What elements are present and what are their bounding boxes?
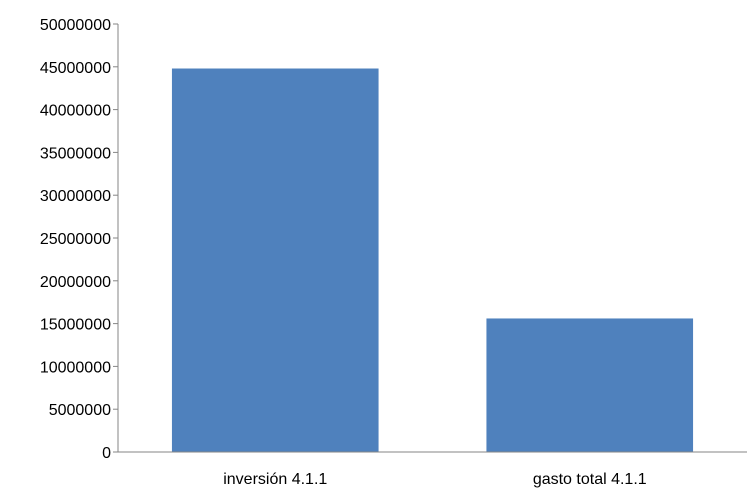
y-tick-label: 25000000 <box>40 231 111 248</box>
y-tick-label: 50000000 <box>40 17 111 34</box>
y-tick-label: 20000000 <box>40 274 111 291</box>
x-category-label: gasto total 4.1.1 <box>533 471 647 488</box>
y-tick-label: 30000000 <box>40 188 111 205</box>
y-tick-label: 35000000 <box>40 145 111 162</box>
y-tick-label: 40000000 <box>40 103 111 120</box>
y-tick-label: 0 <box>102 445 111 462</box>
bars <box>171 68 694 453</box>
y-tick-label: 15000000 <box>40 317 111 334</box>
y-axis-ticks: 0 5000000 10000000 15000000 20000000 25000000… <box>40 17 118 462</box>
bar <box>486 318 694 452</box>
y-tick-label: 10000000 <box>40 359 111 376</box>
bar <box>171 68 379 453</box>
y-tick-label: 5000000 <box>49 402 111 419</box>
y-tick-label: 45000000 <box>40 60 111 77</box>
x-axis-labels: inversión 4.1.1 gasto total 4.1.1 <box>223 471 647 488</box>
x-category-label: inversión 4.1.1 <box>223 471 327 488</box>
